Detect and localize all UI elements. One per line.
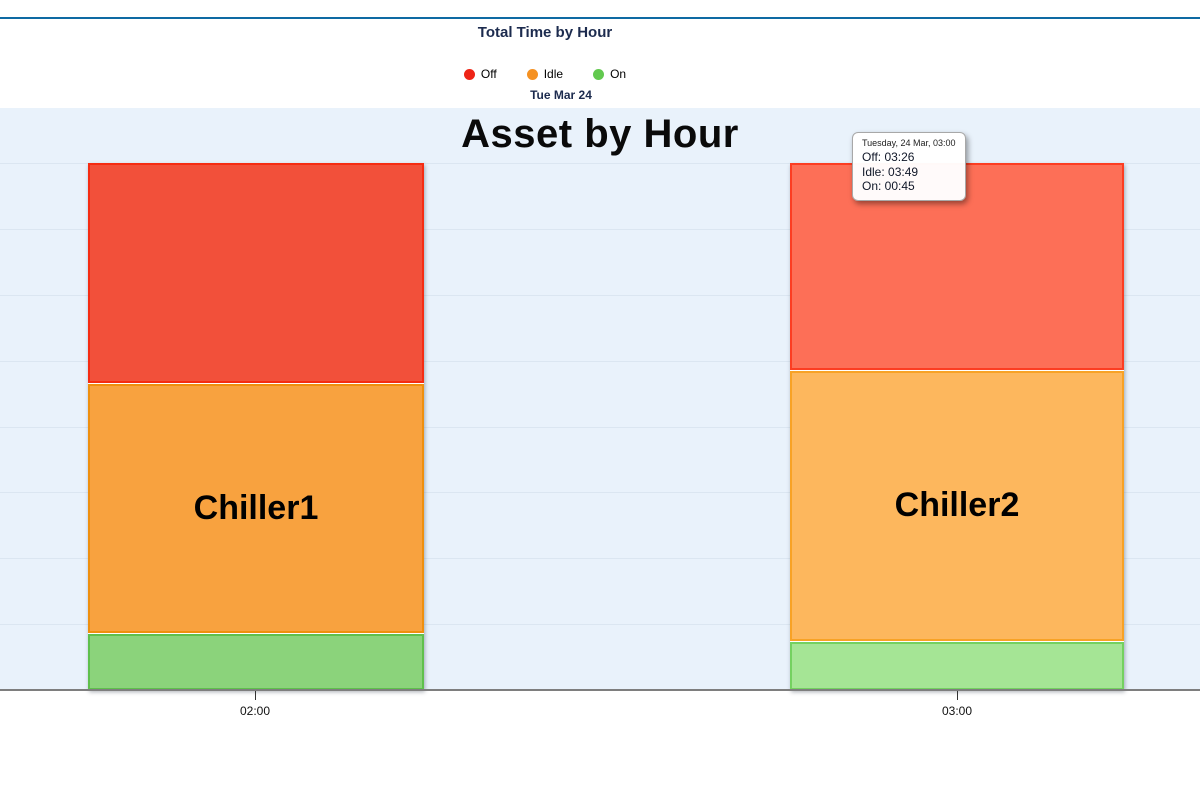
chart-header-title: Total Time by Hour <box>477 24 613 41</box>
bar-chiller2: Chiller2 <box>790 163 1124 690</box>
main-chart-title: Asset by Hour <box>461 112 739 156</box>
bar-segment-chiller1-on[interactable] <box>88 633 424 691</box>
gridline <box>0 360 1200 362</box>
gridline <box>0 163 1200 164</box>
bar-segment-chiller1-idle[interactable]: Chiller1 <box>88 384 424 633</box>
tooltip-idle-value: Idle: 03:49 <box>862 164 919 179</box>
x-axis-tick-label: 03:00 <box>941 704 973 718</box>
bar-segment-chiller1-off[interactable] <box>88 163 424 384</box>
bar-segment-chiller2-on[interactable] <box>790 641 1124 690</box>
bar-chiller1: Chiller1 <box>88 163 424 691</box>
tooltip: Tuesday, 24 Mar, 03:00 Off: 03:26 Idle: … <box>852 132 966 201</box>
gridline <box>0 492 1200 494</box>
x-axis-tick <box>255 691 256 700</box>
legend-label: Idle <box>543 67 564 81</box>
gridline <box>0 558 1200 560</box>
bar-segment-chiller2-idle[interactable]: Chiller2 <box>790 371 1124 641</box>
gridline <box>0 228 1200 230</box>
x-axis-line <box>0 689 1200 691</box>
legend: Off Idle On <box>0 65 1090 83</box>
legend-label: On <box>610 67 627 81</box>
x-axis-tick <box>957 691 958 700</box>
gridline <box>0 426 1200 428</box>
gridline <box>0 294 1200 296</box>
bar-label-chiller2: Chiller2 <box>894 486 1020 525</box>
tooltip-header: Tuesday, 24 Mar, 03:00 <box>862 138 956 148</box>
legend-item-off[interactable]: Off <box>463 67 497 81</box>
x-axis-tick-label: 02:00 <box>239 704 271 718</box>
legend-item-on[interactable]: On <box>593 67 626 81</box>
legend-idle-dot-icon <box>526 68 538 80</box>
gridline <box>0 624 1200 626</box>
legend-label: Off <box>480 67 497 81</box>
x-axis-date-label: Tue Mar 24 <box>530 88 592 102</box>
top-divider <box>0 17 1200 19</box>
legend-item-idle[interactable]: Idle <box>526 67 564 81</box>
legend-on-dot-icon <box>593 68 605 80</box>
tooltip-on-value: On: 00:45 <box>862 179 915 194</box>
bar-label-chiller1: Chiller1 <box>193 488 319 527</box>
legend-off-dot-icon <box>463 68 475 80</box>
tooltip-off-value: Off: 03:26 <box>862 150 915 164</box>
